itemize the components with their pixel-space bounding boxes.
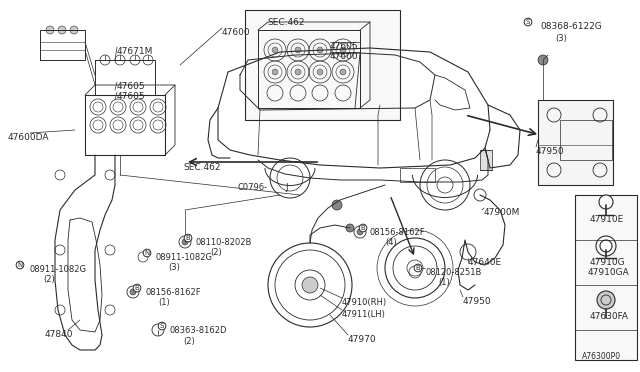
Text: 47910(RH): 47910(RH) [342, 298, 387, 307]
Text: 47605: 47605 [117, 82, 146, 91]
Text: 47910E: 47910E [590, 215, 624, 224]
Text: 47605: 47605 [117, 92, 146, 101]
Circle shape [302, 277, 318, 293]
Text: 47950: 47950 [463, 297, 492, 306]
Text: (1): (1) [438, 278, 450, 287]
Text: B: B [186, 235, 190, 241]
Text: (1): (1) [158, 298, 170, 307]
Circle shape [70, 26, 78, 34]
Text: (3): (3) [168, 263, 180, 272]
Text: (2): (2) [210, 248, 221, 257]
Text: 47600: 47600 [330, 52, 358, 61]
Circle shape [599, 195, 613, 209]
Bar [560, 120, 612, 160]
Circle shape [58, 26, 66, 34]
Text: B: B [360, 225, 365, 231]
Text: 47671M: 47671M [117, 47, 154, 56]
Text: (2): (2) [183, 337, 195, 346]
Text: 08368-6122G: 08368-6122G [540, 22, 602, 31]
Text: S: S [160, 323, 164, 329]
Text: 08156-8162F: 08156-8162F [145, 288, 200, 297]
Text: 47950: 47950 [536, 147, 564, 156]
Text: (2): (2) [43, 275, 55, 284]
Text: 47910GA: 47910GA [588, 268, 630, 277]
Text: 08911-1082G: 08911-1082G [30, 265, 87, 274]
Circle shape [317, 69, 323, 75]
Text: (3): (3) [555, 34, 567, 43]
Text: 08110-8202B: 08110-8202B [196, 238, 252, 247]
Circle shape [332, 200, 342, 210]
Circle shape [346, 224, 354, 232]
Circle shape [295, 69, 301, 75]
Text: 08911-1082G: 08911-1082G [155, 253, 212, 262]
Text: 47600: 47600 [222, 28, 251, 37]
Circle shape [340, 69, 346, 75]
Text: SEC.462: SEC.462 [267, 18, 305, 27]
Text: S: S [526, 19, 530, 25]
Text: 47640E: 47640E [468, 258, 502, 267]
Circle shape [340, 47, 346, 53]
Text: 47600DA: 47600DA [8, 133, 49, 142]
Circle shape [130, 289, 136, 295]
Text: 47840: 47840 [45, 330, 74, 339]
Bar [245, 10, 400, 120]
Circle shape [295, 47, 301, 53]
Circle shape [357, 229, 363, 235]
Text: J: J [285, 183, 287, 192]
Circle shape [538, 55, 548, 65]
Text: B: B [134, 285, 140, 291]
Text: 47630FA: 47630FA [590, 312, 629, 321]
Text: N: N [17, 262, 22, 268]
Text: 08120-8251B: 08120-8251B [425, 268, 481, 277]
Bar [480, 150, 492, 170]
Text: A76300P0: A76300P0 [582, 352, 621, 361]
Text: 47605: 47605 [330, 42, 358, 51]
Text: 08363-8162D: 08363-8162D [170, 326, 227, 335]
Bar [400, 168, 435, 182]
Circle shape [317, 47, 323, 53]
Text: C0796-: C0796- [237, 183, 267, 192]
Text: 47911(LH): 47911(LH) [342, 310, 386, 319]
Text: N: N [145, 250, 150, 256]
Circle shape [600, 240, 612, 252]
Circle shape [46, 26, 54, 34]
Circle shape [272, 69, 278, 75]
Text: 47970: 47970 [348, 335, 376, 344]
Circle shape [272, 47, 278, 53]
Text: 47910G: 47910G [590, 258, 626, 267]
Text: (4): (4) [385, 238, 397, 247]
Text: 47900M: 47900M [484, 208, 520, 217]
Circle shape [182, 239, 188, 245]
Bar [538, 100, 613, 185]
Text: 08156-8162F: 08156-8162F [370, 228, 426, 237]
Circle shape [597, 291, 615, 309]
Text: B: B [415, 265, 420, 271]
Bar [575, 195, 637, 360]
Text: SEC.462: SEC.462 [183, 163, 221, 172]
